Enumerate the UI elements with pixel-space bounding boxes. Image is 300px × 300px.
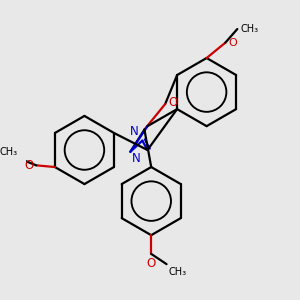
Text: CH₃: CH₃ [168,267,186,277]
Text: O: O [168,96,177,109]
Text: N: N [130,125,138,138]
Text: O: O [147,256,156,270]
Text: O: O [24,159,34,172]
Text: O: O [228,38,237,48]
Text: N: N [132,152,141,165]
Text: CH₃: CH₃ [240,24,258,34]
Text: CH₃: CH₃ [0,147,17,157]
